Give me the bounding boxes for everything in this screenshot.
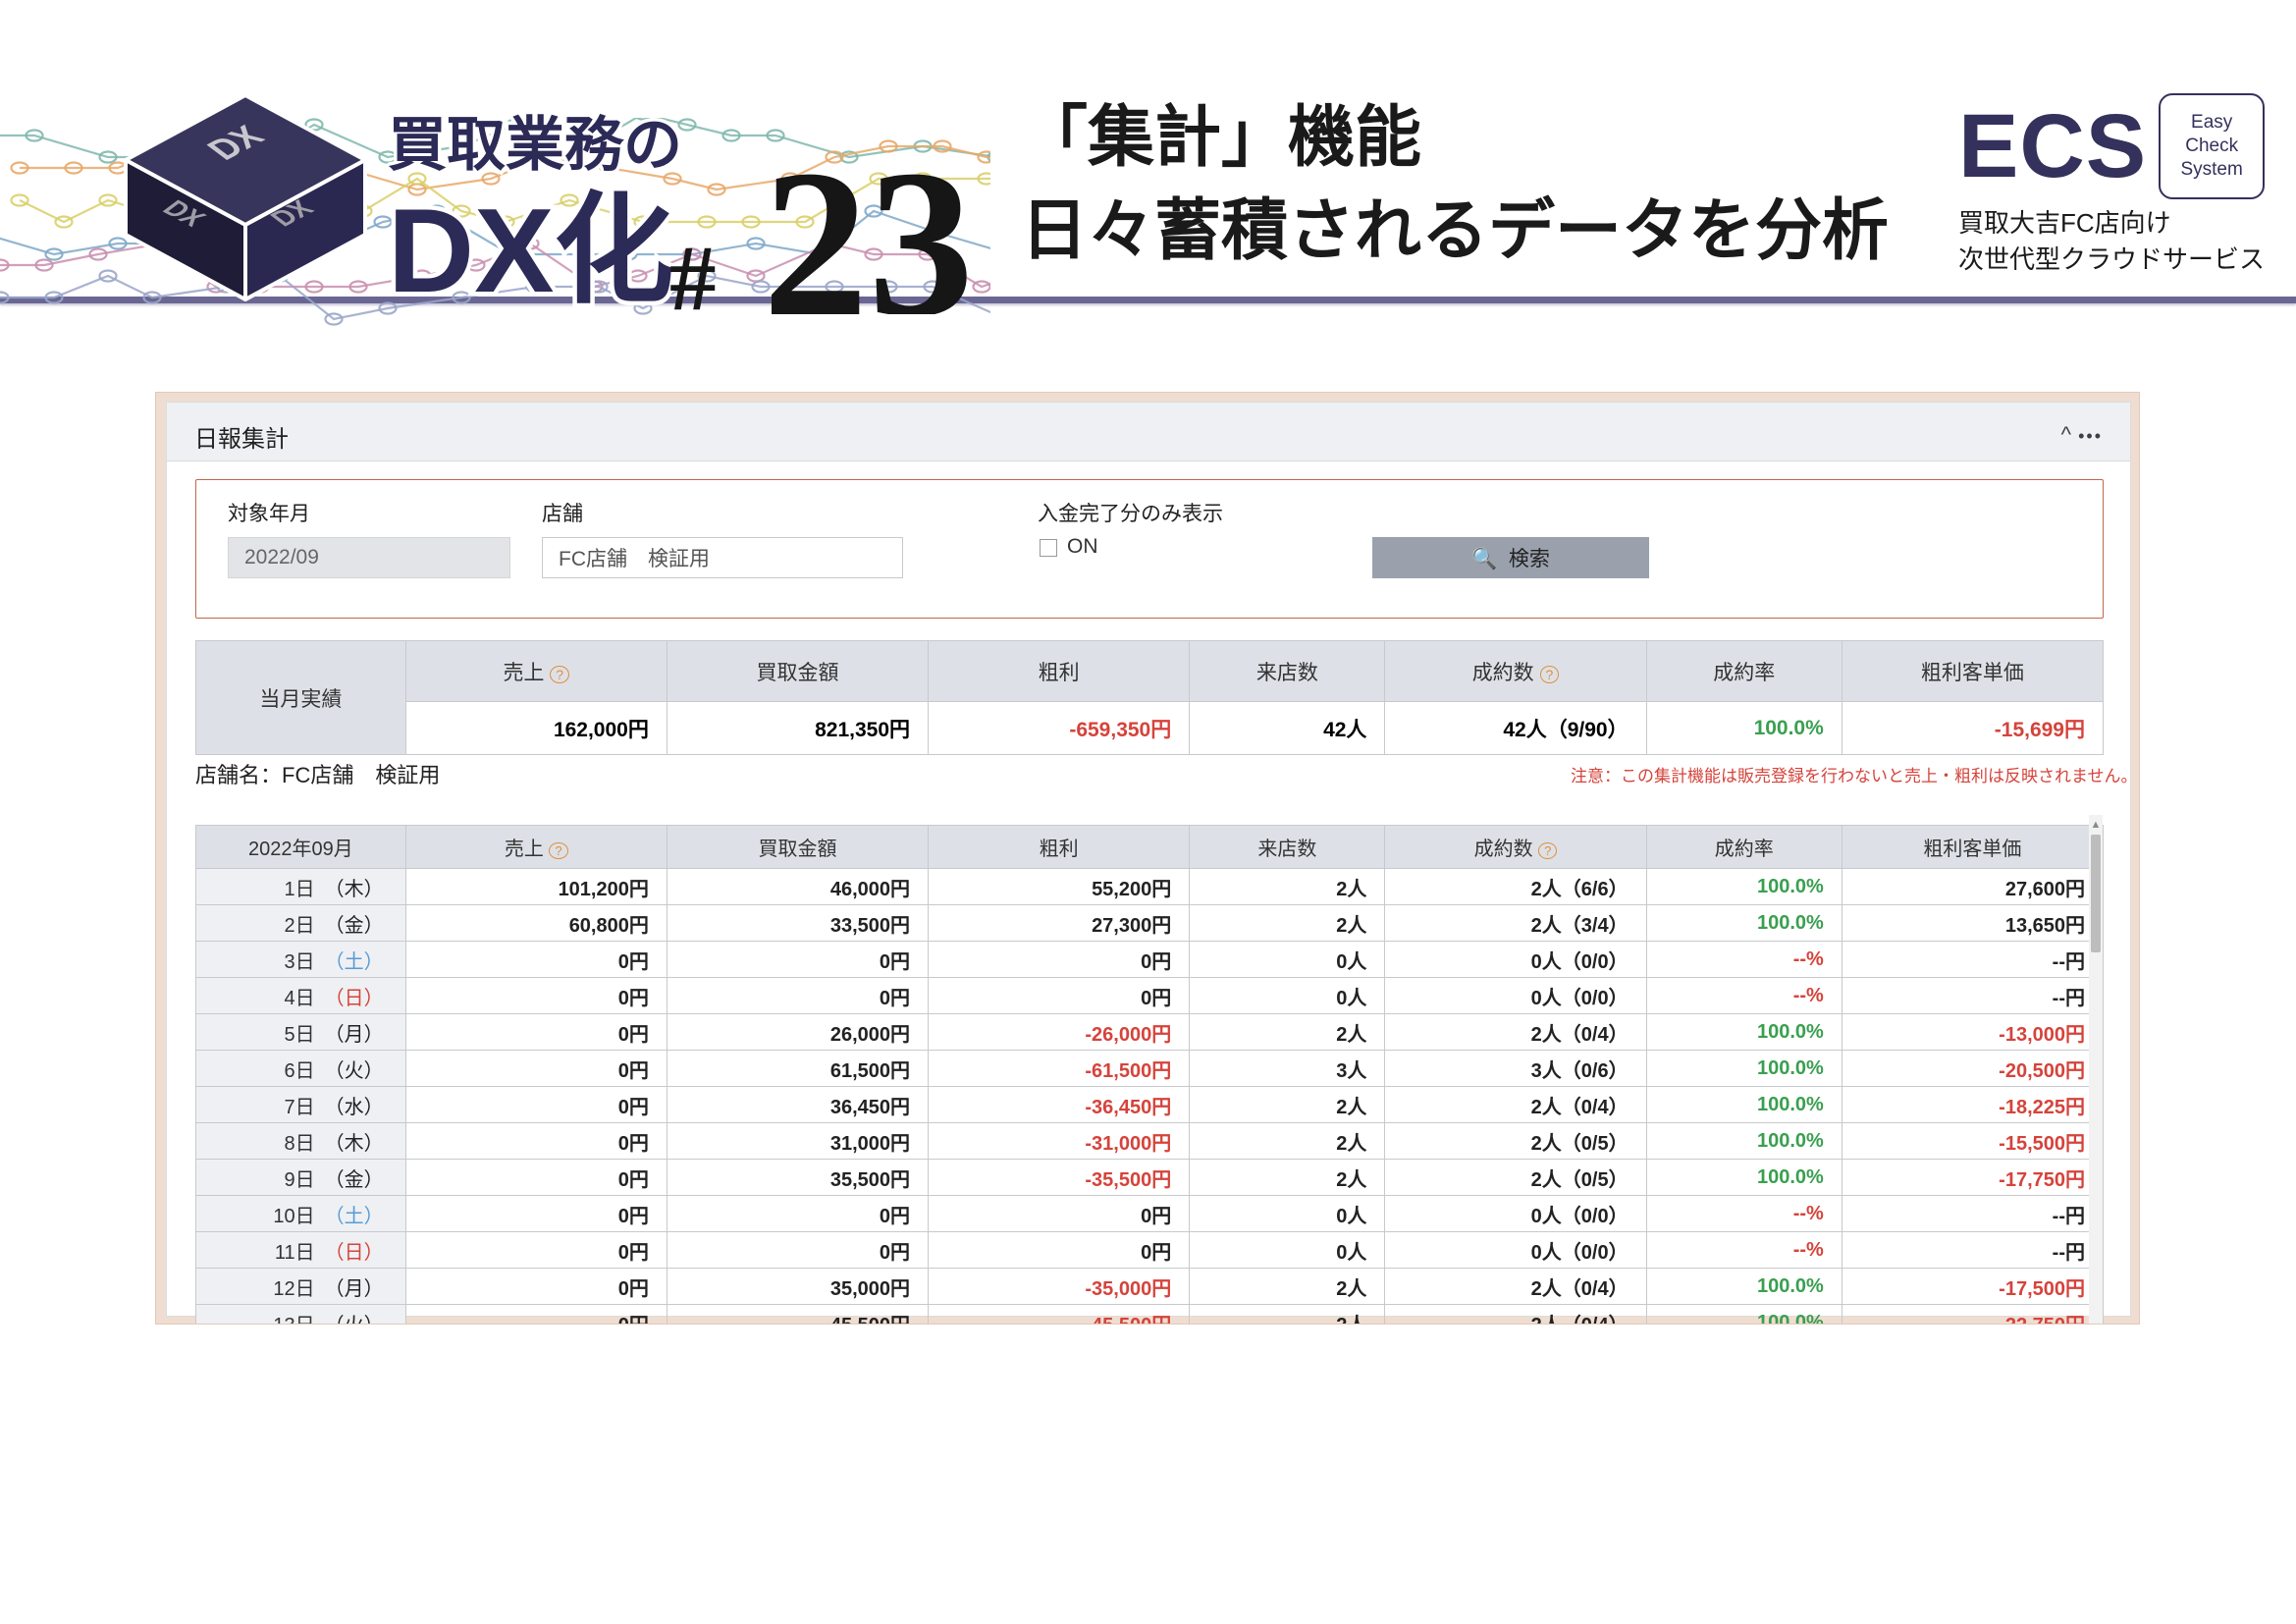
svg-text:DX化: DX化	[388, 184, 673, 317]
svg-text:#: #	[669, 226, 717, 314]
svg-text:買取業務の: 買取業務の	[388, 112, 682, 178]
svg-text:23: 23	[763, 126, 974, 314]
